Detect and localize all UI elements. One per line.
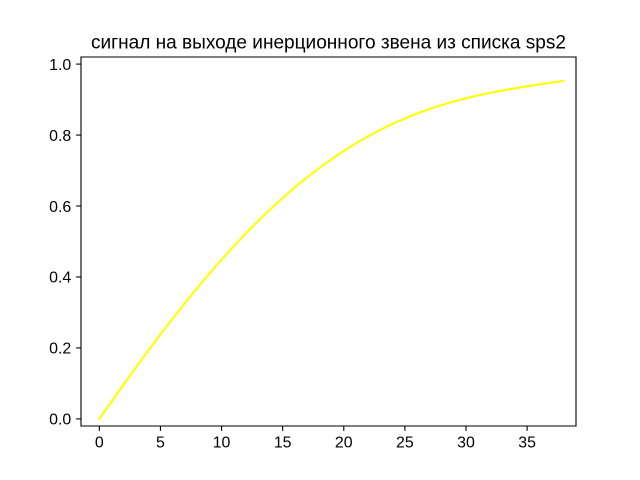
svg-text:0.8: 0.8 (49, 128, 71, 145)
svg-text:0.0: 0.0 (49, 412, 71, 429)
svg-text:20: 20 (335, 434, 353, 451)
svg-text:5: 5 (156, 434, 165, 451)
svg-text:0.6: 0.6 (49, 199, 71, 216)
svg-text:10: 10 (213, 434, 231, 451)
svg-text:1.0: 1.0 (49, 57, 71, 74)
svg-text:0: 0 (95, 434, 104, 451)
svg-text:сигнал на выходе инерционного: сигнал на выходе инерционного звена из с… (91, 33, 566, 54)
svg-text:30: 30 (457, 434, 475, 451)
svg-text:0.2: 0.2 (49, 341, 71, 358)
svg-text:25: 25 (396, 434, 414, 451)
svg-text:15: 15 (274, 434, 292, 451)
svg-text:35: 35 (518, 434, 536, 451)
svg-text:0.4: 0.4 (49, 270, 71, 287)
